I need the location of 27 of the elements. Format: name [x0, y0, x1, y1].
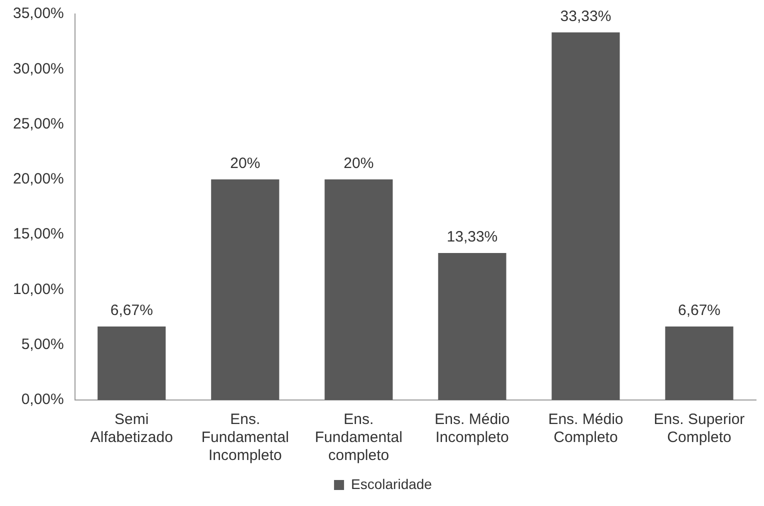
y-tick-label: 5,00% [21, 336, 64, 353]
y-tick-label: 10,00% [13, 280, 64, 298]
y-tick-label: 25,00% [13, 115, 64, 132]
data-label: 33,33% [560, 8, 612, 26]
data-label: 6,67% [110, 302, 153, 320]
bar [438, 252, 506, 400]
bar [211, 179, 280, 400]
x-tick-label: Ens. Médio Incompleto [434, 411, 510, 446]
data-label: 6,67% [678, 302, 721, 320]
y-tick-label: 15,00% [13, 226, 64, 243]
bar [552, 32, 620, 400]
y-tick-label: 0,00% [21, 391, 64, 408]
x-tick-label: Ens. Médio Completo [548, 411, 624, 446]
x-tick-label: Ens. Fundamental Incompleto [201, 411, 289, 464]
x-tick-label: Ens. Superior Completo [654, 411, 745, 446]
bar [324, 179, 393, 400]
y-tick-label: 35,00% [13, 5, 64, 22]
data-label: 20% [230, 155, 260, 172]
legend-label: Escolaridade [351, 476, 432, 492]
y-tick-label: 20,00% [13, 170, 64, 188]
y-tick-label: 30,00% [13, 60, 64, 78]
bar [665, 326, 734, 400]
bar [98, 326, 166, 400]
data-label: 20% [344, 155, 374, 172]
x-tick-label: Semi Alfabetizado [90, 411, 173, 446]
x-tick-label: Ens. Fundamental completo [314, 411, 402, 464]
data-label: 13,33% [446, 228, 498, 246]
